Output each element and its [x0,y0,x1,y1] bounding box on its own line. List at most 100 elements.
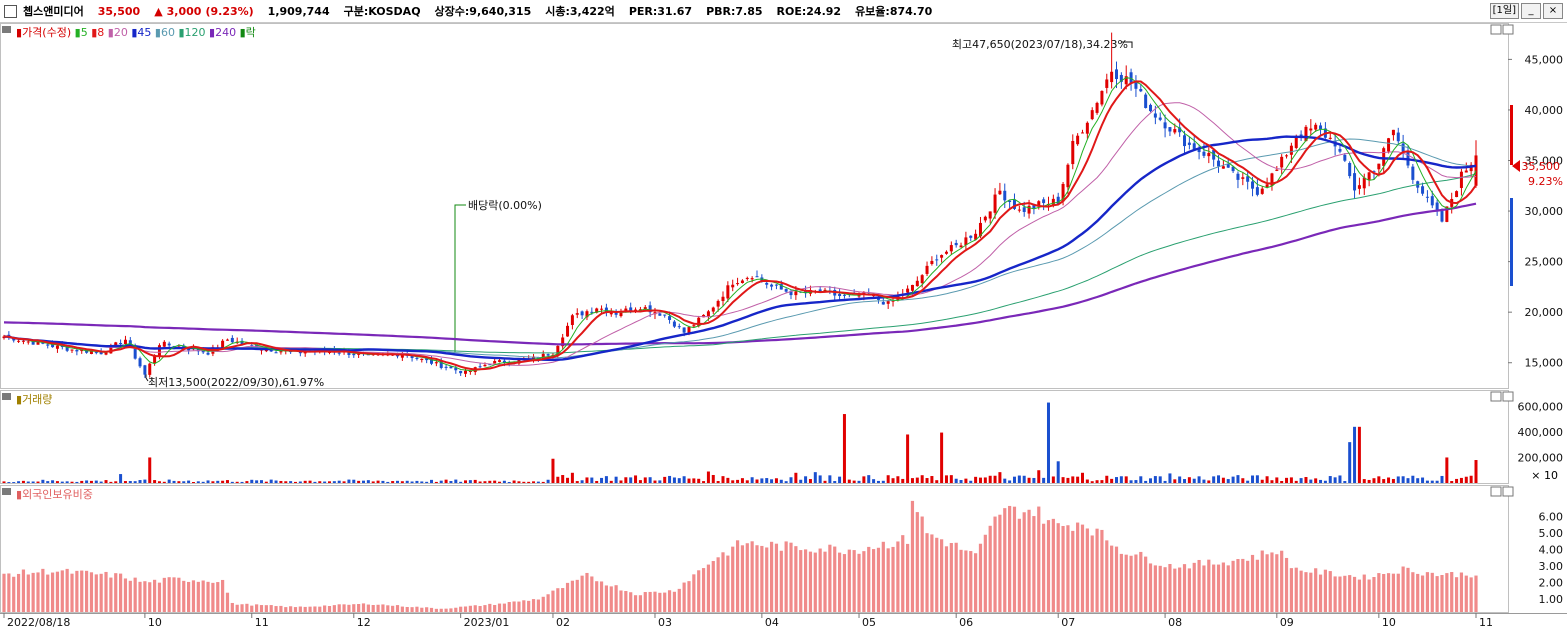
price-range-bar-up [1510,105,1513,165]
close-panel-icon[interactable] [1502,486,1514,497]
volume-bar [410,481,414,483]
volume-bar [1289,477,1293,483]
candle-body [969,235,973,238]
foreign-ratio-bar [1231,560,1235,612]
volume-bar [964,478,968,483]
volume-bar [318,481,322,483]
foreign-ratio-bar [1119,553,1123,612]
volume-bar [1280,480,1284,483]
legend-item-8[interactable]: 8 [97,26,104,39]
volume-bar [240,481,244,483]
foreign-ratio-bar [1265,554,1269,612]
panel-menu-icon[interactable] [2,488,11,495]
candle-body [1056,196,1060,204]
candle-body [274,352,278,354]
legend-item-20[interactable]: 20 [114,26,128,39]
foreign-ratio-bar [1255,559,1259,612]
volume-bar [235,481,239,483]
volume-bar [668,475,672,483]
foreign-ratio-bar [974,553,978,612]
candle-body [677,326,681,328]
foreign-ratio-bar [313,606,317,612]
foreign-ratio-bar [143,581,147,612]
volume-bar [566,477,570,483]
candle-body [978,222,982,237]
volume-bar [1464,476,1468,483]
foreign-ratio-bar [915,512,919,612]
panel-menu-icon[interactable] [2,393,11,400]
volume-bar [969,480,973,483]
volume-bar [94,480,98,483]
foreign-ratio-bar [828,544,832,612]
legend-item-240[interactable]: 240 [215,26,236,39]
close-panel-icon[interactable] [1502,24,1514,35]
foreign-ratio-bar [949,542,953,612]
candle-body [1187,142,1191,145]
candle-body [721,296,725,302]
foreign-ratio-bar [823,551,827,612]
foreign-ratio-bar [692,574,696,612]
candle-body [1353,173,1357,191]
close-panel-icon[interactable] [1502,391,1514,402]
volume-plot [2,402,1478,483]
foreign-ratio-bar [1289,568,1293,612]
candle-body [303,352,307,354]
foreign-ratio-bar [366,604,370,612]
ma240-line [3,202,1477,346]
foreign-ratio-bar [1090,535,1094,612]
legend-item-5[interactable]: 5 [81,26,88,39]
candle-body [857,295,861,297]
candle-body [566,325,570,337]
foreign-ratio-bar [259,605,264,612]
candle-body [1178,127,1182,133]
select-checkbox[interactable] [4,4,17,18]
candle-body [1275,169,1279,171]
candle-body [731,284,735,288]
legend-item-락[interactable]: 락 [246,26,256,39]
foreign-ratio-bar [1129,555,1133,612]
candle-body [434,362,438,364]
volume-bar [808,479,812,483]
foreign-ratio-bar [546,594,550,612]
volume-bar [1008,480,1012,483]
legend-item-60[interactable]: 60 [161,26,175,39]
candle-body [614,311,618,315]
maximize-panel-icon[interactable] [1490,486,1502,497]
legend-item-45[interactable]: 45 [137,26,151,39]
panel-menu-icon[interactable] [2,26,11,33]
legend-item-가격(수정)[interactable]: 가격(수정) [22,26,71,39]
foreign-ratio-bar [118,573,123,612]
volume-bar [600,477,604,483]
volume-bar [823,480,827,483]
x-tick-label: 05 [862,616,876,629]
candle-body [449,366,453,369]
candle-body [600,308,604,310]
volume-bar [949,475,953,483]
volume-bar [527,481,531,483]
foreign-ratio-bar [1401,566,1405,612]
volume-bar [167,479,171,483]
candle-body [1343,154,1347,161]
maximize-panel-icon[interactable] [1490,24,1502,35]
foreign-ratio-bar [561,588,565,612]
foreign-ratio-bar [667,590,672,612]
candle-body [556,345,560,356]
close-button[interactable]: × [1543,3,1563,19]
volume-bar [1435,480,1439,483]
foreign-ratio-bar [114,573,118,612]
foreign-ratio-bar [925,533,929,612]
maximize-panel-icon[interactable] [1490,391,1502,402]
period-button[interactable]: [1일] [1489,3,1519,19]
volume-bar [1221,477,1225,483]
foreign-ratio-bar [716,557,720,612]
legend-item-120[interactable]: 120 [185,26,206,39]
volume-bar [570,472,574,483]
candle-body [99,352,103,355]
candle-body [167,343,171,346]
candle-body [201,350,205,353]
candle-body [454,367,458,371]
volume-bar [21,480,25,483]
minimize-button[interactable]: _ [1521,3,1541,19]
candle-body [1061,183,1065,202]
volume-bar [303,480,307,483]
